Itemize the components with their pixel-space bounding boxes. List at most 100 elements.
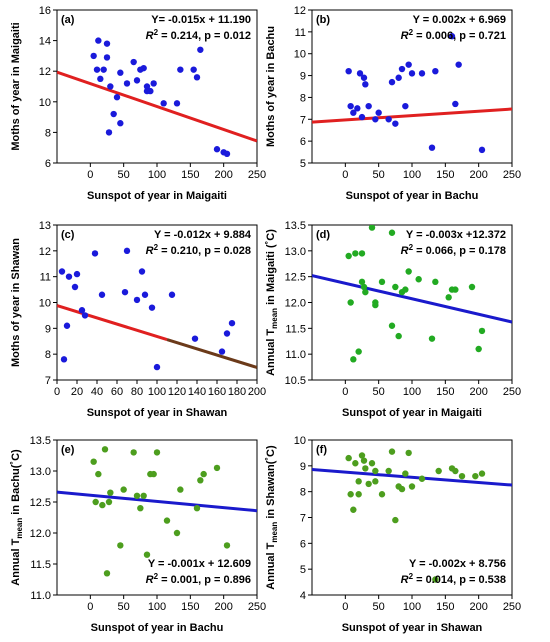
data-point	[173, 529, 181, 537]
y-tick-label: 5	[300, 564, 306, 576]
data-point	[90, 458, 97, 465]
data-point	[92, 498, 99, 506]
y-tick-label: 6	[45, 158, 51, 170]
data-point	[100, 66, 107, 73]
data-point	[193, 74, 201, 81]
data-point	[191, 335, 199, 342]
data-point	[147, 87, 154, 95]
panel-c: 0 20 40 60 80 100 120 140 160 180 200 7 8 9 10 11 12 13 Su…	[10, 220, 266, 419]
data-point	[193, 505, 201, 512]
regression-stats: R2 = 0.210, p = 0.028	[146, 243, 251, 257]
data-point	[378, 491, 386, 498]
regression-stats: R2 = 0.066, p = 0.178	[401, 243, 506, 257]
x-axis-title: Sunspot of year in Shawan	[87, 407, 228, 419]
x-tick-label: 0	[342, 386, 348, 398]
data-point	[93, 66, 101, 73]
y-tick-label: 16	[39, 5, 51, 17]
y-tick-label: 7	[45, 375, 51, 387]
x-tick-label: 150	[436, 386, 454, 398]
data-point	[140, 492, 147, 499]
regression-line	[57, 70, 257, 143]
x-tick-label: 200	[248, 386, 266, 398]
x-tick-label: 100	[148, 386, 166, 398]
y-tick-label: 10	[39, 298, 51, 310]
data-point	[173, 100, 181, 107]
regression-stats: R2 = 0.001, p = 0.896	[146, 572, 251, 586]
regression-stats: R2 = 0.214, p = 0.012	[146, 28, 251, 42]
y-tick-label: 9	[45, 323, 51, 335]
data-point	[415, 276, 422, 283]
x-tick-label: 100	[403, 601, 421, 613]
data-point	[223, 542, 231, 549]
data-point	[358, 452, 366, 459]
regression-line	[57, 490, 257, 513]
panel-label: (c)	[61, 229, 75, 241]
data-point	[103, 40, 111, 47]
data-point	[385, 116, 392, 123]
data-point	[113, 94, 121, 101]
x-axis-title: Sunspot of year in Maigaiti	[342, 407, 482, 419]
x-tick-label: 250	[248, 169, 266, 181]
data-point	[228, 319, 236, 327]
data-point	[432, 576, 439, 583]
data-point	[197, 477, 204, 484]
x-tick-label: 160	[208, 386, 226, 398]
x-tick-label: 180	[228, 386, 246, 398]
regression-line	[312, 107, 512, 124]
data-area	[312, 225, 512, 363]
data-point	[190, 66, 197, 73]
regression-equation: Y = -0.012x + 9.884	[154, 229, 252, 241]
data-point	[352, 250, 359, 257]
y-tick-label: 5	[300, 158, 306, 170]
data-point	[347, 299, 354, 306]
data-point	[468, 283, 476, 291]
x-tick-label: 200	[469, 169, 487, 181]
data-point	[91, 250, 99, 257]
y-tick-label: 12.5	[30, 497, 51, 509]
regression-line	[312, 468, 512, 487]
y-tick-label: 8	[45, 127, 51, 139]
data-point	[354, 105, 361, 112]
data-point	[362, 81, 369, 88]
data-point	[352, 460, 359, 467]
x-tick-label: 100	[403, 386, 421, 398]
panel-a: 0 50 100 150 200 250 6 8 10 12 14 16 Sunspot of year…	[10, 5, 266, 202]
regression-stats: R2 = 0.006, p = 0.721	[401, 28, 506, 42]
data-point	[345, 454, 352, 462]
data-point	[137, 505, 144, 512]
data-point	[107, 83, 114, 90]
data-point	[355, 348, 362, 355]
data-point	[223, 330, 231, 337]
data-point	[388, 229, 396, 236]
data-point	[362, 465, 369, 472]
y-tick-label: 13.5	[285, 220, 306, 232]
panel-b: 0 50 100 150 200 250 5 6 7 8 9 10 11 12 Sunspot of yea…	[265, 5, 521, 202]
x-tick-label: 100	[148, 169, 166, 181]
data-point	[65, 273, 73, 280]
x-tick-label: 50	[373, 169, 385, 181]
x-tick-label: 0	[342, 601, 348, 613]
data-point	[130, 58, 137, 66]
data-point	[81, 312, 89, 319]
data-point	[365, 102, 372, 110]
data-point	[358, 113, 366, 121]
y-tick-label: 13.0	[285, 246, 306, 258]
data-point	[213, 464, 221, 472]
y-tick-label: 12.0	[285, 298, 306, 310]
data-point	[107, 489, 114, 496]
data-area	[57, 37, 257, 158]
x-tick-label: 50	[373, 601, 385, 613]
y-tick-label: 4	[300, 590, 306, 602]
panel-label: (d)	[316, 229, 330, 241]
data-point	[356, 70, 364, 77]
data-point	[388, 322, 396, 329]
data-point	[95, 470, 102, 478]
x-tick-label: 140	[188, 386, 206, 398]
data-point	[121, 288, 129, 296]
data-point	[103, 54, 111, 61]
data-point	[478, 146, 486, 154]
panel-d: 0 50 100 150 200 250 10.5 11.0 11.5 12.0 12.5 13.0 1…	[265, 220, 521, 419]
y-tick-label: 12	[39, 246, 51, 258]
x-axis-title: Sunspot of year in Shawan	[342, 622, 483, 634]
x-tick-label: 100	[403, 169, 421, 181]
